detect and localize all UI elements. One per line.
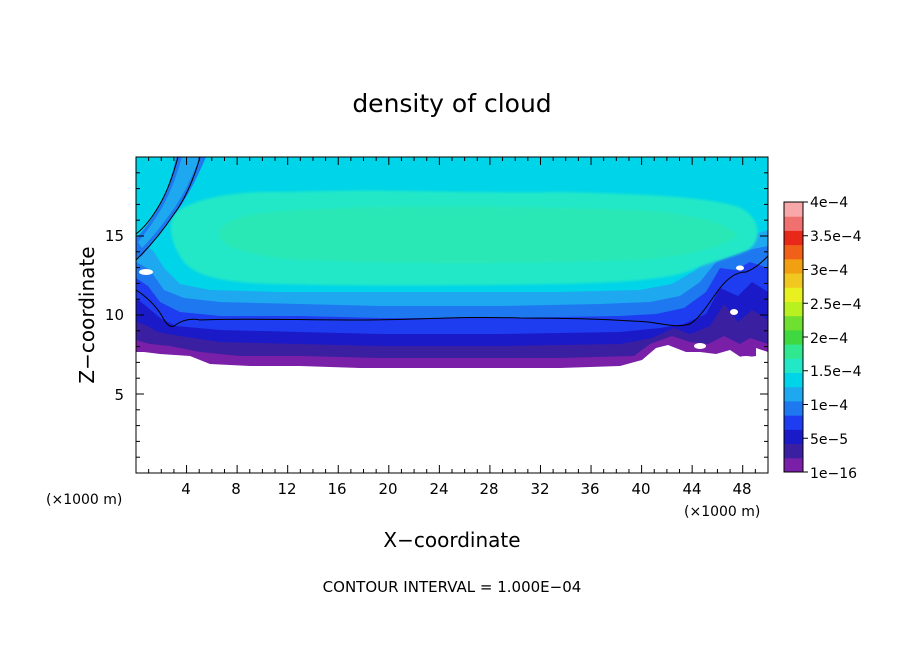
x-tick-label: 16 [327, 480, 346, 498]
colorbar-swatch [784, 457, 803, 473]
x-tick-label: 36 [580, 480, 599, 498]
x-tick-label: 44 [682, 480, 701, 498]
y-tick-label: 15 [105, 227, 124, 245]
colorbar-label: 2.5e−4 [810, 297, 862, 313]
x-tick-label: 4 [181, 480, 191, 498]
x-axis-label: X−coordinate [383, 528, 520, 552]
plot-frame [135, 156, 769, 474]
colorbar-label: 2e−4 [810, 331, 848, 347]
colorbar-label: 1e−4 [810, 398, 848, 414]
x-tick-label: 20 [378, 480, 397, 498]
colorbar-swatch [784, 230, 803, 246]
x-tick-label: 12 [277, 480, 296, 498]
contour-line [136, 255, 768, 327]
contour-line [136, 157, 201, 261]
colorbar-labels: 1e−16 5e−5 1e−4 1.5e−4 2e−4 2.5e−4 3e−4 … [810, 195, 862, 482]
x-unit-right: (×1000 m) [684, 504, 760, 520]
colorbar-swatch [784, 400, 803, 416]
x-tick-label: 8 [231, 480, 241, 498]
y-tick-label: 10 [105, 306, 124, 324]
colorbar-label: 1.5e−4 [810, 364, 862, 380]
colorbar-label: 5e−5 [810, 432, 848, 448]
x-tick-label: 24 [429, 480, 448, 498]
colorbar-swatch [784, 301, 803, 317]
gap-hole [736, 356, 756, 364]
gap-hole [736, 265, 744, 271]
colorbar-swatches [784, 201, 808, 473]
y-axis-label: Z−coordinate [75, 246, 99, 383]
colorbar-swatch [784, 258, 803, 274]
colorbar-swatch [784, 429, 803, 445]
colorbar-label: 3e−4 [810, 263, 848, 279]
contour-interval-note: CONTOUR INTERVAL = 1.000E−04 [323, 578, 582, 596]
colorbar-swatch [784, 386, 803, 402]
gap-hole [694, 343, 706, 349]
colorbar-swatch [784, 315, 803, 331]
colorbar-swatch [784, 358, 803, 374]
colorbar-label: 3.5e−4 [810, 229, 862, 245]
x-axis-tick-labels: 4 8 12 16 20 24 28 32 36 40 44 48 [181, 480, 751, 498]
colorbar-swatch [784, 372, 803, 388]
colorbar-swatch [784, 216, 803, 231]
contour-line [136, 157, 179, 235]
x-axis-ticks [148, 157, 756, 473]
colorbar-swatch [784, 273, 803, 288]
x-tick-label: 48 [732, 480, 751, 498]
cloud-field [136, 157, 768, 368]
colorbar-swatch [784, 415, 803, 430]
colorbar-label: 4e−4 [810, 195, 848, 211]
gap-hole [139, 269, 153, 275]
colorbar-swatch [784, 202, 803, 217]
colorbar-swatch [784, 344, 803, 359]
x-tick-label: 40 [631, 480, 650, 498]
y-axis-tick-labels: 5 10 15 [105, 227, 124, 404]
y-tick-label: 5 [114, 386, 124, 404]
colorbar-label: 1e−16 [810, 466, 857, 482]
colorbar-swatch [784, 244, 803, 260]
y-axis-ticks [136, 172, 768, 458]
gap-hole [730, 309, 738, 315]
plot-field [136, 157, 768, 473]
x-unit-left: (×1000 m) [46, 492, 122, 508]
x-tick-label: 32 [530, 480, 549, 498]
colorbar: 1e−16 5e−5 1e−4 1.5e−4 2e−4 2.5e−4 3e−4 … [783, 195, 862, 482]
chart-title: density of cloud [352, 89, 551, 118]
x-tick-label: 28 [479, 480, 498, 498]
clear-notch-inner [138, 157, 200, 248]
colorbar-swatch [784, 287, 803, 302]
colorbar-swatch [784, 443, 803, 459]
cloud-level-9 [219, 206, 738, 263]
colorbar-swatch [784, 329, 803, 345]
